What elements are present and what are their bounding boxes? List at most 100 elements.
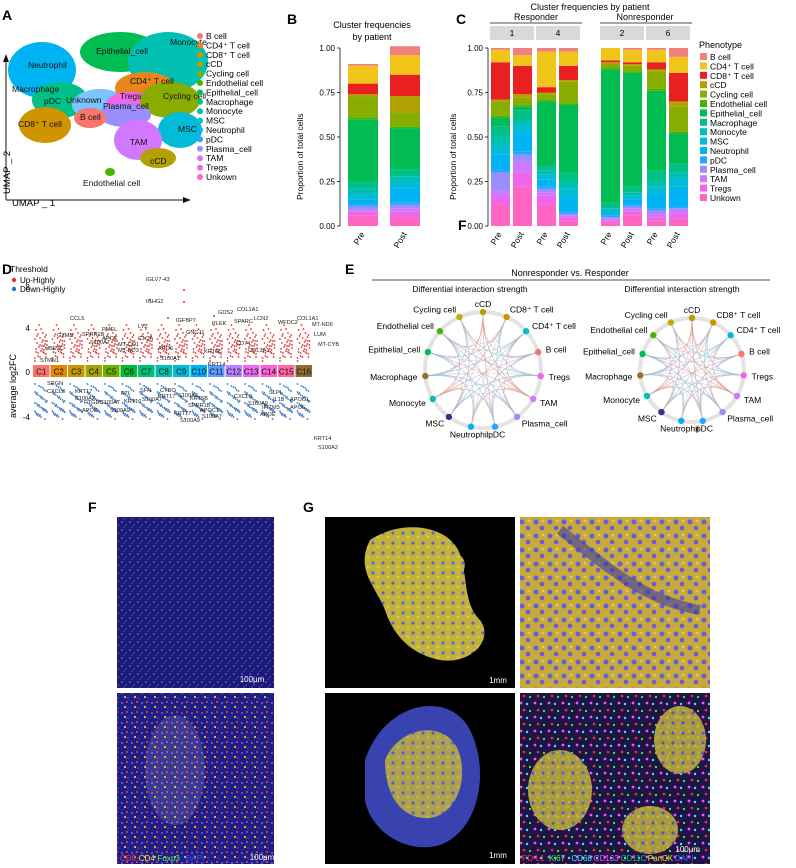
up-gene-point: [38, 346, 40, 348]
down-gene-point: [307, 409, 310, 411]
up-gene-point: [234, 351, 237, 353]
up-gene-point: [63, 347, 66, 349]
up-gene-point: [131, 336, 134, 338]
up-gene-point: [81, 344, 83, 346]
scale-bar-label: 100μm: [250, 853, 275, 862]
down-gene-point: [281, 403, 283, 405]
down-gene-point: [198, 407, 201, 409]
up-gene-point: [105, 329, 107, 331]
down-gene-point: [39, 414, 41, 416]
down-gene-point: [252, 398, 254, 400]
up-gene-point: [165, 349, 168, 351]
down-gene-point: [74, 406, 76, 408]
up-gene-label: GDS2: [218, 310, 233, 316]
up-gene-point: [195, 324, 198, 326]
up-gene-point: [42, 351, 44, 353]
down-gene-point: [289, 418, 291, 420]
umap-label: CD8⁺ T cell: [18, 119, 62, 129]
down-gene-point: [89, 394, 92, 396]
cluster-band-label: C10: [191, 368, 206, 377]
down-gene-point: [220, 409, 222, 411]
down-gene-point: [128, 396, 131, 398]
up-gene-point: [269, 339, 272, 341]
umap-legend-dot-icon: [197, 33, 203, 39]
network-node: [456, 313, 463, 321]
up-gene-label: CD74: [236, 341, 250, 347]
up-gene-point: [42, 339, 44, 341]
down-gene-point: [140, 412, 142, 414]
up-gene-point: [73, 324, 75, 326]
up-gene-point: [177, 333, 179, 335]
umap-legend-label: Monocyte: [206, 106, 243, 116]
down-gene-point: [130, 389, 133, 391]
up-gene-point: [59, 351, 62, 353]
x-tick-label: Post: [665, 229, 682, 249]
down-gene-point: [301, 414, 304, 416]
down-gene-point: [38, 385, 40, 387]
up-gene-point: [35, 329, 37, 331]
down-gene-point: [177, 413, 179, 415]
network-edge: [670, 322, 738, 397]
up-gene-point: [54, 355, 57, 357]
down-gene-point: [168, 400, 171, 402]
stacked-bar-segment: [647, 90, 666, 171]
stacked-bar-segment: [601, 215, 620, 218]
down-gene-point: [306, 399, 309, 401]
up-gene-point: [298, 342, 301, 344]
up-gene-point: [211, 335, 213, 337]
umap-legend-dot-icon: [197, 127, 203, 133]
up-gene-point: [174, 338, 176, 340]
mif-marker-legend: PD-L1 Ki67 CD68 CD163 CD11C PanCK DAPI: [522, 854, 693, 863]
up-gene-label: KRT6C: [204, 349, 222, 355]
up-gene-point: [299, 355, 302, 357]
up-gene-point: [179, 337, 181, 339]
phenotype-legend-swatch: [700, 175, 707, 183]
down-gene-point: [180, 416, 182, 418]
up-gene-point: [122, 348, 125, 350]
stacked-bar-segment: [601, 64, 620, 68]
up-gene-point: [176, 335, 178, 337]
up-gene-point: [112, 332, 114, 334]
down-gene-point: [148, 389, 150, 391]
down-gene-point: [57, 416, 60, 418]
down-gene-point: [93, 407, 96, 409]
down-gene-point: [191, 402, 194, 404]
up-gene-point: [199, 351, 202, 353]
up-gene-point: [183, 301, 185, 303]
stacked-bar-segment: [623, 186, 642, 193]
down-gene-label: APOC1: [200, 408, 219, 414]
down-gene-point: [161, 406, 164, 408]
stacked-bar-segment: [669, 133, 688, 164]
stacked-bar-segment: [537, 87, 556, 93]
up-gene-point: [162, 350, 165, 352]
umap-legend-label: Tregs: [206, 163, 227, 173]
down-gene-point: [131, 418, 134, 420]
up-gene-point: [306, 340, 309, 342]
down-gene-point: [42, 387, 44, 389]
up-gene-point: [226, 357, 229, 359]
down-gene-point: [181, 407, 183, 409]
up-gene-point: [266, 344, 269, 346]
network-edge: [425, 316, 467, 377]
up-gene-point: [86, 360, 89, 362]
up-gene-point: [191, 357, 194, 359]
up-gene-point: [58, 348, 61, 350]
up-gene-label: MT-CYB: [318, 342, 339, 348]
down-gene-point: [179, 414, 181, 416]
down-gene-point: [98, 400, 101, 402]
down-gene-point: [270, 389, 273, 391]
umap-label: Unknown: [66, 95, 102, 105]
up-gene-point: [265, 324, 268, 326]
network-node: [522, 327, 530, 335]
down-gene-point: [216, 396, 218, 398]
down-gene-point: [132, 390, 135, 392]
network-node-label: CD8⁺ T cell: [716, 310, 760, 320]
up-gene-point: [265, 346, 268, 348]
up-gene-point: [219, 336, 221, 338]
up-gene-point: [168, 347, 171, 349]
down-gene-point: [77, 398, 79, 400]
down-gene-point: [79, 399, 81, 401]
down-gene-point: [113, 389, 115, 391]
up-gene-point: [182, 339, 184, 341]
